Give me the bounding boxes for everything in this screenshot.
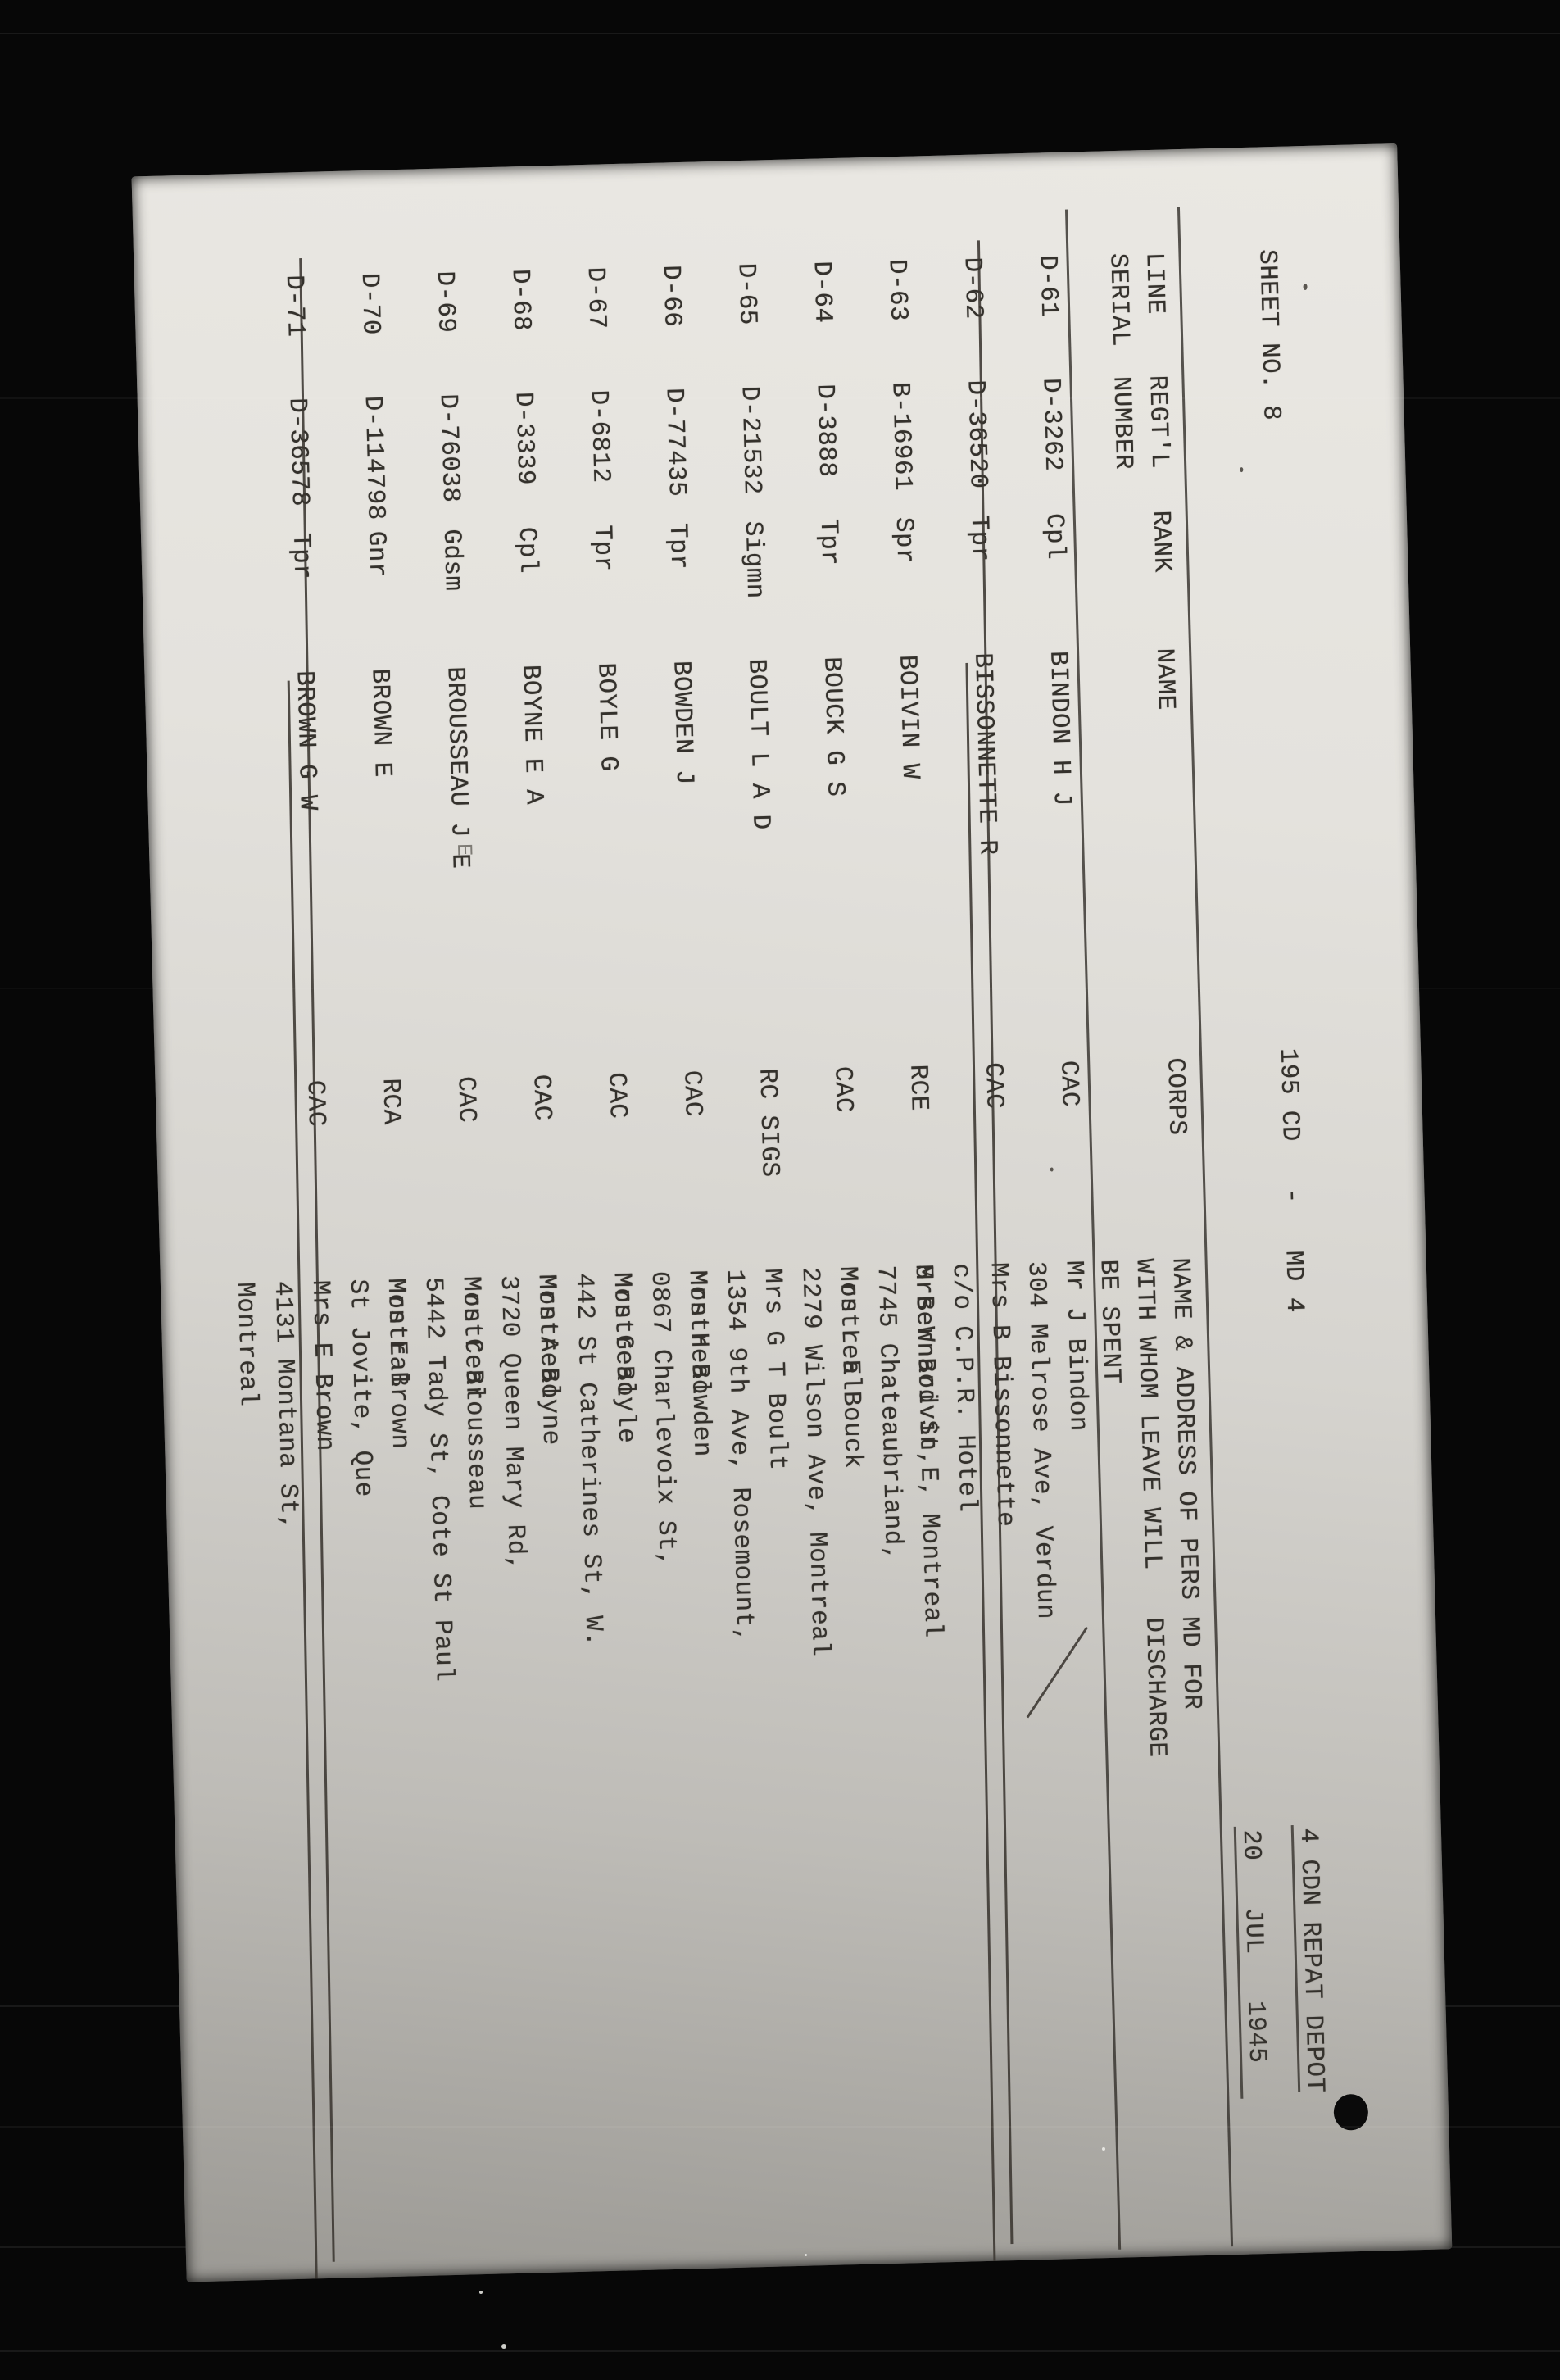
column-header-regtl: REGT'L [1142, 375, 1174, 470]
form-title: 195 CD - MD 4 [1272, 1047, 1309, 1314]
cell-address-line: 0867 Charlevoix St, [644, 1270, 682, 1568]
cell-line-serial: D-68 [505, 268, 536, 332]
cell-rank: Gnr [361, 530, 392, 579]
cell-rank: Tpr [587, 525, 618, 573]
cell-corps: CAC [526, 1074, 556, 1122]
cell-address-line: Mrs E Brown [305, 1279, 339, 1452]
cell-rank: Gdsm [436, 528, 467, 592]
dust-speck [805, 2254, 807, 2256]
cell-corps: CAC [828, 1065, 858, 1114]
cell-address-line: Mrs G Boyle [606, 1271, 641, 1444]
cell-address-line: Montreal [229, 1281, 262, 1407]
film-scratch [0, 33, 1560, 34]
cell-name: BROUSSEAU J E [440, 665, 474, 870]
column-header-address-3: BE SPENT [1093, 1259, 1126, 1385]
cell-address-line: Mr J Bindon [1059, 1260, 1093, 1433]
cell-line-serial: D-65 [731, 262, 762, 326]
cell-rank: Sigmn [737, 520, 769, 600]
cell-line-serial: D-62 [957, 257, 988, 320]
cell-address-line: Mrs G T Boult [757, 1267, 792, 1471]
cell-address-line: Mrs B Bissonnette [983, 1261, 1020, 1528]
column-header-md-1: MD FOR [1174, 1615, 1206, 1710]
column-header-line: LINE [1139, 252, 1170, 316]
cell-name: BOULT L A D [741, 658, 775, 831]
cell-name: BROWN E [365, 668, 397, 779]
ink-speck [1240, 467, 1244, 473]
cell-regtl-number: D-6812 [583, 389, 615, 484]
column-header-md-2: DISCHARGE [1138, 1616, 1172, 1758]
cell-corps: RC SIGS [752, 1068, 784, 1178]
film-scratch [0, 2350, 1560, 2352]
cell-address-line: Mrs H Bowden [682, 1269, 716, 1458]
cell-line-serial: D-64 [806, 260, 837, 324]
cell-name: BOUCK G S [817, 656, 850, 797]
cell-corps: CAC [1054, 1060, 1084, 1108]
scanned-page: SHEET NO. 8 195 CD - MD 4 4 CDN REPAT DE… [131, 143, 1453, 2282]
sheet-number: SHEET NO. 8 [1252, 248, 1286, 421]
cell-regtl-number: D-76038 [433, 393, 465, 503]
cell-rank: Cpl [511, 526, 542, 575]
cell-corps: RCE [903, 1064, 933, 1112]
cell-name: BOIVIN W [892, 654, 925, 780]
cell-rank: Tpr [964, 515, 995, 562]
cell-line-serial: D-66 [655, 264, 687, 328]
cell-rank: Tpr [813, 518, 844, 566]
cell-regtl-number: D-3339 [508, 391, 540, 486]
stray-character: E [451, 843, 477, 857]
cell-line-serial: D-71 [279, 274, 310, 338]
cell-regtl-number: D-21532 [734, 385, 766, 496]
cell-rank: Cpl [1039, 512, 1070, 561]
cell-name: BOYLE G [591, 662, 623, 772]
film-streak [0, 988, 1560, 989]
film-streak [0, 2126, 1560, 2128]
cell-regtl-number: D-36520 [960, 379, 992, 490]
cell-line-serial: D-69 [429, 270, 460, 334]
cell-address-line: Mrs W Boivin [908, 1264, 942, 1452]
cell-rank: Tpr [285, 532, 316, 580]
column-header-name: NAME [1150, 647, 1181, 711]
cell-line-serial: D-61 [1032, 254, 1063, 318]
dust-speck [1102, 2147, 1105, 2151]
cell-address-line: Mrs C Brousseau [456, 1275, 492, 1510]
strikethrough-slash [1026, 1626, 1089, 1719]
cell-corps: CAC [601, 1071, 632, 1120]
cell-address-line: 7745 Chateaubriand, [870, 1265, 908, 1562]
cell-rank: Tpr [662, 522, 693, 570]
cell-regtl-number: D-114798 [357, 395, 390, 521]
column-header-number: NUMBER [1106, 375, 1138, 470]
column-header-corps: CORPS [1160, 1057, 1191, 1136]
cell-regtl-number: D-77435 [659, 387, 691, 497]
table-rows: D-61 D-3262 Cpl BINDON H J CAC Mr J Bindon 304… [230, 143, 1452, 2279]
cell-line-serial: D-67 [580, 266, 611, 330]
table-top-rule [1177, 206, 1234, 2247]
column-header-rank: RANK [1145, 510, 1177, 574]
ink-speck [1050, 1167, 1054, 1172]
cell-rank: Spr [888, 516, 919, 565]
cell-name: BOYNE E A [515, 664, 548, 806]
cell-regtl-number: D-36578 [282, 397, 315, 507]
cell-address-line: Mrs E Brown [380, 1278, 415, 1450]
cell-corps: CAC [677, 1070, 707, 1118]
cell-corps: RCA [375, 1078, 406, 1126]
cell-name: BOWDEN J [666, 660, 699, 786]
dust-speck [501, 2344, 506, 2349]
cell-line-serial: D-63 [882, 258, 913, 322]
header-bottom-rule [1064, 209, 1122, 2250]
film-streak [0, 397, 1560, 399]
cell-address-line: St Jovite, Que [342, 1279, 378, 1498]
cell-address-line: Mrs L E Bouck [832, 1265, 868, 1469]
cell-corps: CAC [451, 1075, 481, 1124]
cell-regtl-number: D-3262 [1036, 377, 1068, 472]
dust-speck [479, 2291, 483, 2294]
cell-line-serial: D-70 [354, 272, 385, 336]
ink-speck [1303, 283, 1308, 291]
column-header-serial: SERIAL [1103, 252, 1135, 347]
cell-name: BINDON H J [1043, 650, 1077, 807]
cell-address-line: 3720 Queen Mary Rd, [493, 1274, 531, 1572]
cell-address-line: Mrs A Boyne [531, 1274, 565, 1447]
